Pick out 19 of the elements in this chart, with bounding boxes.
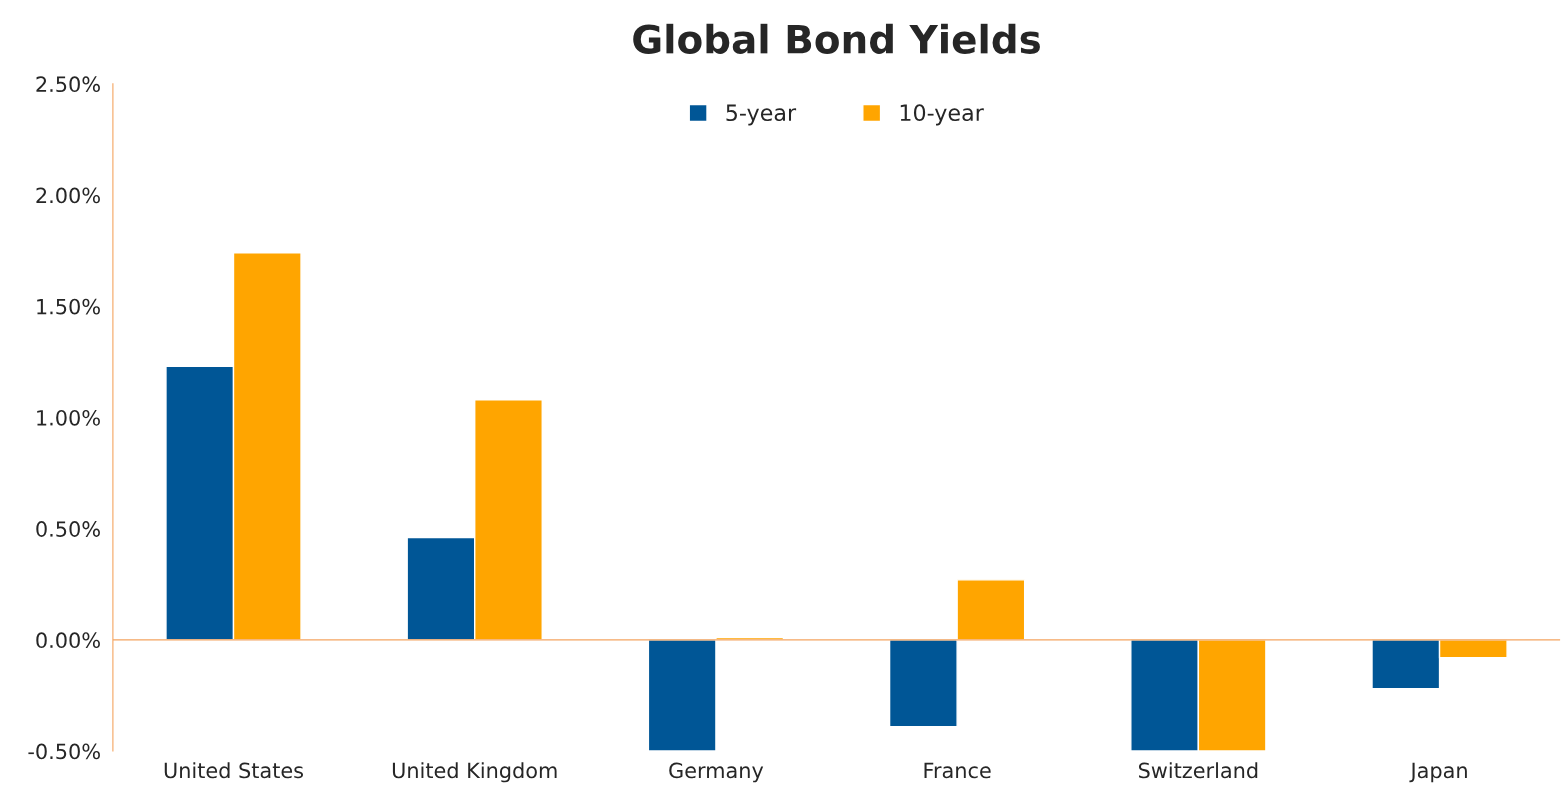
bar	[956, 579, 1026, 641]
y-tick-label: 0.50%	[36, 521, 100, 537]
x-tick-label: France	[924, 762, 991, 779]
x-tick-label: United States	[164, 762, 304, 779]
bar	[647, 639, 717, 752]
x-tick-label: Germany	[669, 762, 764, 783]
x-tick-label: Japan	[1409, 762, 1467, 783]
x-tick-label: United Kingdom	[392, 762, 557, 783]
legend-label: 5-year	[726, 104, 797, 126]
y-tick-label: 1.50%	[37, 298, 100, 315]
y-tick-label: 2.50%	[36, 76, 100, 93]
legend-label: 10-year	[900, 104, 984, 126]
y-tick-label: 1.00%	[37, 409, 100, 426]
chart-title: Global Bond Yields	[633, 23, 1040, 54]
y-tick-label: -0.50%	[28, 743, 100, 760]
x-tick-label: Switzerland	[1138, 762, 1258, 779]
y-tick-label: 0.00%	[36, 632, 100, 649]
y-tick-label: 2.00%	[36, 187, 100, 204]
bar	[888, 639, 958, 728]
